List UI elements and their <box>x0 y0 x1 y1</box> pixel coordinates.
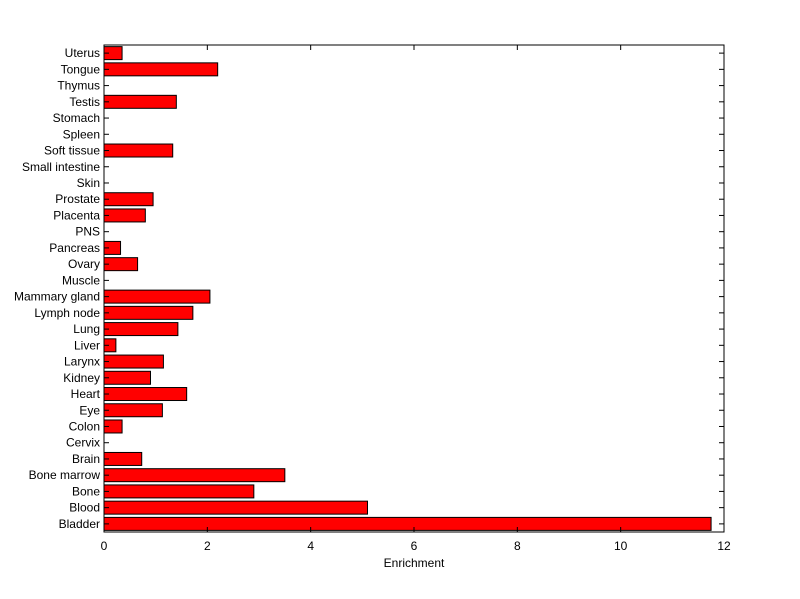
bar-placenta <box>103 208 146 223</box>
x-axis-label: Enrichment <box>384 556 445 570</box>
y-tick-labels: Bladder Blood Bone Bone marrow Brain Cervix Co… <box>14 46 101 531</box>
y-tick-label: Testis <box>69 95 100 109</box>
y-tick-label: Colon <box>69 419 100 433</box>
y-tick-label: Bone marrow <box>29 468 101 482</box>
x-tick-labels: 0 2 4 6 8 10 12 <box>101 539 731 553</box>
y-tick-label: Stomach <box>53 111 100 125</box>
y-tick-label: Cervix <box>66 436 100 450</box>
bar-brain <box>103 451 143 466</box>
bar-kidney <box>103 370 151 385</box>
bar-heart <box>103 387 188 402</box>
y-tick-label: Heart <box>71 387 101 401</box>
y-tick-label: Brain <box>72 452 100 466</box>
x-tick-label: 10 <box>614 539 628 553</box>
bar-testis <box>103 94 177 109</box>
y-tick-label: Muscle <box>62 273 100 287</box>
bar-larynx <box>103 354 164 369</box>
y-tick-label: Skin <box>77 176 100 190</box>
bar-bone-marrow <box>103 468 286 483</box>
x-tick-label: 6 <box>411 539 418 553</box>
y-tick-label: PNS <box>75 225 100 239</box>
bar-lung <box>103 322 179 337</box>
y-tick-label: Larynx <box>64 355 100 369</box>
bar-eye <box>103 403 163 418</box>
y-tick-label: Ovary <box>68 257 100 271</box>
y-tick-label: Soft tissue <box>44 144 100 158</box>
x-tick-label: 4 <box>307 539 314 553</box>
y-tick-label: Thymus <box>57 79 100 93</box>
y-tick-label: Bone <box>72 484 100 498</box>
y-tick-label: Blood <box>69 501 100 515</box>
bar-bladder <box>103 516 712 531</box>
bar-bone <box>103 484 255 499</box>
y-tick-label: Kidney <box>63 371 100 385</box>
y-tick-label: Placenta <box>53 208 100 222</box>
bar-tongue <box>103 62 219 77</box>
y-tick-label: Uterus <box>65 46 100 60</box>
bar-blood <box>103 500 368 515</box>
x-tick-label: 12 <box>717 539 731 553</box>
x-tick-label: 0 <box>101 539 108 553</box>
bar-lymph-node <box>103 305 194 320</box>
y-tick-label: Eye <box>79 403 100 417</box>
bar-prostate <box>103 192 154 207</box>
y-tick-label: Pancreas <box>49 241 100 255</box>
y-tick-label: Liver <box>74 338 100 352</box>
y-tick-label: Mammary gland <box>14 290 100 304</box>
bar-soft-tissue <box>103 143 174 158</box>
y-tick-label: Bladder <box>59 517 100 531</box>
bar-ovary <box>103 257 139 272</box>
x-tick-label: 8 <box>514 539 521 553</box>
plot-area <box>104 45 724 532</box>
y-tick-label: Spleen <box>63 127 100 141</box>
y-tick-label: Prostate <box>55 192 100 206</box>
x-tick-label: 2 <box>204 539 211 553</box>
y-tick-label: Tongue <box>61 62 101 76</box>
axes-frame <box>103 44 725 533</box>
y-tick-label: Lymph node <box>34 306 100 320</box>
bar-mammary-gland <box>103 289 211 304</box>
y-tick-label: Small intestine <box>22 160 100 174</box>
y-tick-label: Lung <box>73 322 100 336</box>
